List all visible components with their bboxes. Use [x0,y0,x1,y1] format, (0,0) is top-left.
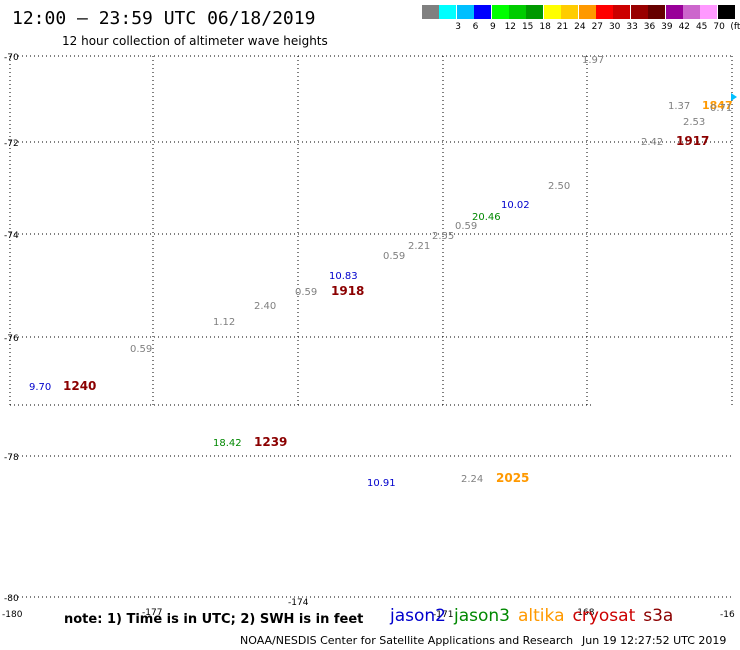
longitude-label: -177 [142,608,162,618]
satellite-legend: jason2 jason3 altika cryosat s3a [390,606,681,626]
wave-height-label: 2.53 [683,117,705,128]
legend-label: 27 [591,22,604,32]
credit-text: NOAA/NESDIS Center for Satellite Applica… [240,634,574,647]
wave-height-label: 1918 [331,284,364,298]
latitude-label: -76 [4,334,19,344]
latitude-labels: -70 -72 -74 -76 -78 -80 [4,53,19,604]
wave-height-label: 2025 [496,471,529,485]
latitude-label: -70 [4,53,19,63]
longitude-label: -174 [288,598,309,608]
wave-height-label: 1.97 [582,55,604,66]
wave-height-label: 0.71 [710,103,732,114]
wave-height-label: 1240 [63,379,96,393]
legend-swatch [700,5,718,19]
wave-height-label: 1917 [676,134,709,148]
legend-label: 6 [472,22,479,32]
wave-height-label: 9.70 [29,382,51,393]
page-title: 12:00 — 23:59 UTC 06/18/2019 [12,8,316,29]
satellite-s3a: s3a [643,606,674,626]
legend-swatch [456,5,474,19]
legend-swatch [543,5,561,19]
legend-label: 15 [521,22,534,32]
legend-label: 12 [504,22,517,32]
latitude-label: -72 [4,139,19,149]
longitude-label: -171 [433,610,453,620]
wave-height-label: 2.50 [548,181,570,192]
legend-label: 9 [490,22,496,32]
legend-swatch [630,5,648,19]
track-marker-icon [731,93,737,101]
legend-swatch [665,5,683,19]
lat-lon-grid [9,55,733,598]
wave-height-label: 10.02 [501,200,530,211]
legend-swatch [717,5,735,19]
longitude-label: -16 [720,610,735,620]
legend-label: 36 [643,22,656,32]
wave-height-label: 1.12 [213,317,235,328]
legend-unit: (ft) [730,22,740,32]
legend-swatch [474,5,492,19]
legend-label: 70 [713,22,725,32]
latitude-label: -74 [4,231,19,241]
legend-swatch [596,5,613,19]
legend-swatch [578,5,596,19]
latitude-label: -80 [4,594,19,604]
wave-height-label: 0.59 [130,344,152,355]
wave-height-label: 2.21 [408,241,430,252]
legend-swatch [509,5,526,19]
wave-height-label: 0.59 [455,221,477,232]
legend-swatch [613,5,631,19]
legend-label: 42 [678,22,691,32]
wave-height-label: 2.24 [461,474,483,485]
latitude-label: -78 [4,453,19,463]
longitude-label: -180 [2,610,23,620]
generated-timestamp: Jun 19 12:27:52 UTC 2019 [582,634,727,647]
legend-label: 39 [661,22,673,32]
wave-height-label: 1.37 [668,101,690,112]
satellite-jason3: jason3 [454,606,510,626]
legend-label: 30 [608,22,621,32]
satellite-altika: altika [518,606,565,626]
legend-swatch [491,5,509,19]
note-text: note: 1) Time is in UTC; 2) SWH is in fe… [64,612,364,627]
legend-swatch [683,5,700,19]
satellite-jason2: jason2 [390,606,446,626]
wave-height-label: 0.59 [295,287,317,298]
wave-height-label: 2.40 [254,301,276,312]
legend-label: 45 [695,22,708,32]
wave-height-label: 1847 [702,99,733,112]
wave-height-label: 2.42 [641,137,663,148]
wave-height-label: 10.83 [329,271,358,282]
satellite-cryosat: cryosat [572,606,636,626]
longitude-label: -168 [574,608,595,618]
legend-label: 24 [574,22,586,32]
wave-height-label: 10.91 [367,478,396,489]
wave-height-label: 0.59 [383,251,405,262]
wave-height-label: 1239 [254,435,287,449]
legend-swatch [422,5,439,19]
legend-label: 33 [626,22,638,32]
longitude-labels: -180 -177 -174 -171 -168 -16 [2,598,735,620]
legend-swatch [526,5,544,19]
page-subtitle: 12 hour collection of altimeter wave hei… [62,34,328,48]
legend-swatch [648,5,666,19]
legend-label: 3 [455,22,461,32]
legend-label: 18 [539,22,551,32]
wave-height-label: 20.46 [472,212,501,223]
legend-swatch [439,5,457,19]
legend-swatch [561,5,579,19]
wave-height-label: 2.55 [432,231,454,242]
legend-label: 21 [556,22,569,32]
wave-height-label: 18.42 [213,438,242,449]
